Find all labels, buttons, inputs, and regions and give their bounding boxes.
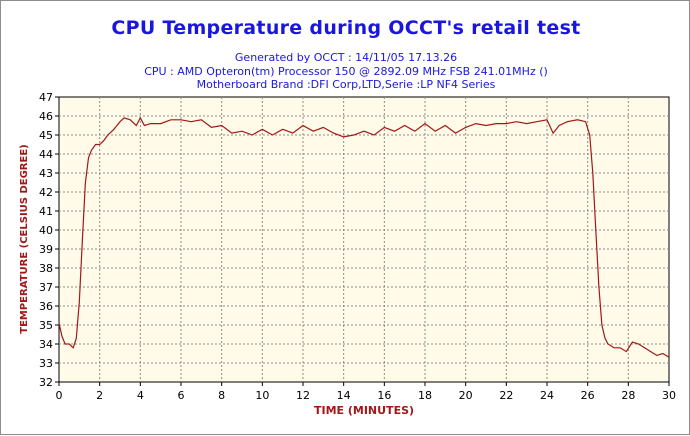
x-tick-label: 12: [296, 389, 310, 402]
y-tick-label: 38: [39, 262, 53, 275]
y-tick-label: 41: [39, 205, 53, 218]
x-tick-label: 6: [178, 389, 185, 402]
y-tick-label: 47: [39, 91, 53, 104]
x-tick-label: 20: [459, 389, 473, 402]
y-tick-label: 36: [39, 300, 53, 313]
y-tick-label: 32: [39, 376, 53, 389]
x-tick-label: 16: [377, 389, 391, 402]
temperature-series-line: [58, 116, 670, 358]
cpu-info: CPU : AMD Opteron(tm) Processor 150 @ 28…: [144, 65, 548, 78]
y-tick-label: 40: [39, 224, 53, 237]
y-tick-label: 37: [39, 281, 53, 294]
y-tick-label: 39: [39, 243, 53, 256]
x-tick-label: 8: [218, 389, 225, 402]
x-tick-label: 4: [137, 389, 144, 402]
x-tick-label: 22: [499, 389, 513, 402]
y-tick-label: 35: [39, 319, 53, 332]
x-tick-label: 26: [581, 389, 595, 402]
generated-info: Generated by OCCT : 14/11/05 17.13.26: [234, 51, 458, 64]
x-tick-label: 30: [662, 389, 676, 402]
y-axis: 32 33 34 35 36 37 38 39 40 41 42 43 44 45 46 47: [39, 91, 59, 389]
x-tick-label: 10: [255, 389, 269, 402]
y-tick-label: 44: [39, 148, 53, 161]
x-tick-label: 2: [96, 389, 103, 402]
plot-area: [58, 96, 670, 383]
chart-title: CPU Temperature during OCCT's retail tes…: [111, 17, 581, 39]
x-tick-label: 18: [418, 389, 432, 402]
x-tick-label: 24: [540, 389, 554, 402]
y-axis-label: TEMPERATURE (CELSIUS DEGREE): [19, 144, 30, 334]
x-axis: 0 2 4 6 8 10 12 14 16 18 20 22 24 26 28 30: [56, 382, 676, 402]
x-tick-label: 28: [621, 389, 635, 402]
x-axis-label: TIME (MINUTES): [314, 404, 414, 417]
y-tick-label: 46: [39, 110, 53, 123]
x-tick-label: 14: [337, 389, 351, 402]
y-tick-label: 45: [39, 129, 53, 142]
y-tick-label: 33: [39, 357, 53, 370]
y-tick-label: 34: [39, 338, 53, 351]
motherboard-info: Motherboard Brand :DFI Corp,LTD,Serie :L…: [196, 78, 496, 91]
y-tick-label: 43: [39, 167, 53, 180]
grid: [59, 97, 669, 382]
y-tick-label: 42: [39, 186, 53, 199]
x-tick-label: 0: [56, 389, 63, 402]
